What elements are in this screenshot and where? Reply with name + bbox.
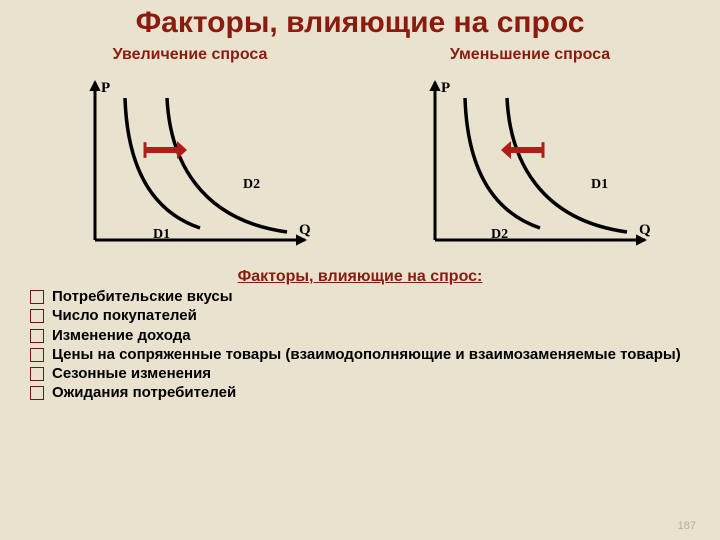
list-item: Потребительские вкусы [30, 288, 690, 305]
svg-text:D2: D2 [491, 227, 508, 242]
list-item: Число покупателей [30, 307, 690, 324]
chart-right-block: Уменьшение спроса P Q D2 D1 [375, 46, 685, 260]
list-item: Цены на сопряженные товары (взаимодополн… [30, 346, 690, 363]
svg-text:P: P [101, 80, 110, 96]
svg-text:Q: Q [639, 222, 651, 238]
svg-text:P: P [441, 80, 450, 96]
chart-left-block: Увеличение спроса P Q D1 D2 [35, 46, 345, 260]
factors-heading: Факторы, влияющие на спрос: [0, 268, 720, 286]
svg-text:D1: D1 [153, 227, 170, 242]
chart-right: P Q D2 D1 [395, 70, 665, 260]
chart-left-subtitle: Увеличение спроса [35, 46, 345, 64]
svg-text:Q: Q [299, 222, 311, 238]
factors-list: Потребительские вкусы Число покупателей Из… [0, 286, 720, 402]
factors-heading-text: Факторы, влияющие на спрос: [238, 268, 483, 285]
charts-container: Увеличение спроса P Q D1 D2 Уменьшение спро… [0, 46, 720, 260]
chart-right-subtitle: Уменьшение спроса [375, 46, 685, 64]
svg-text:D1: D1 [591, 177, 608, 192]
chart-left: P Q D1 D2 [55, 70, 325, 260]
page-title: Факторы, влияющие на спрос [0, 0, 720, 44]
list-item: Изменение дохода [30, 327, 690, 344]
page-number: 187 [678, 520, 696, 532]
list-item: Ожидания потребителей [30, 384, 690, 401]
svg-text:D2: D2 [243, 177, 260, 192]
list-item: Сезонные изменения [30, 365, 690, 382]
